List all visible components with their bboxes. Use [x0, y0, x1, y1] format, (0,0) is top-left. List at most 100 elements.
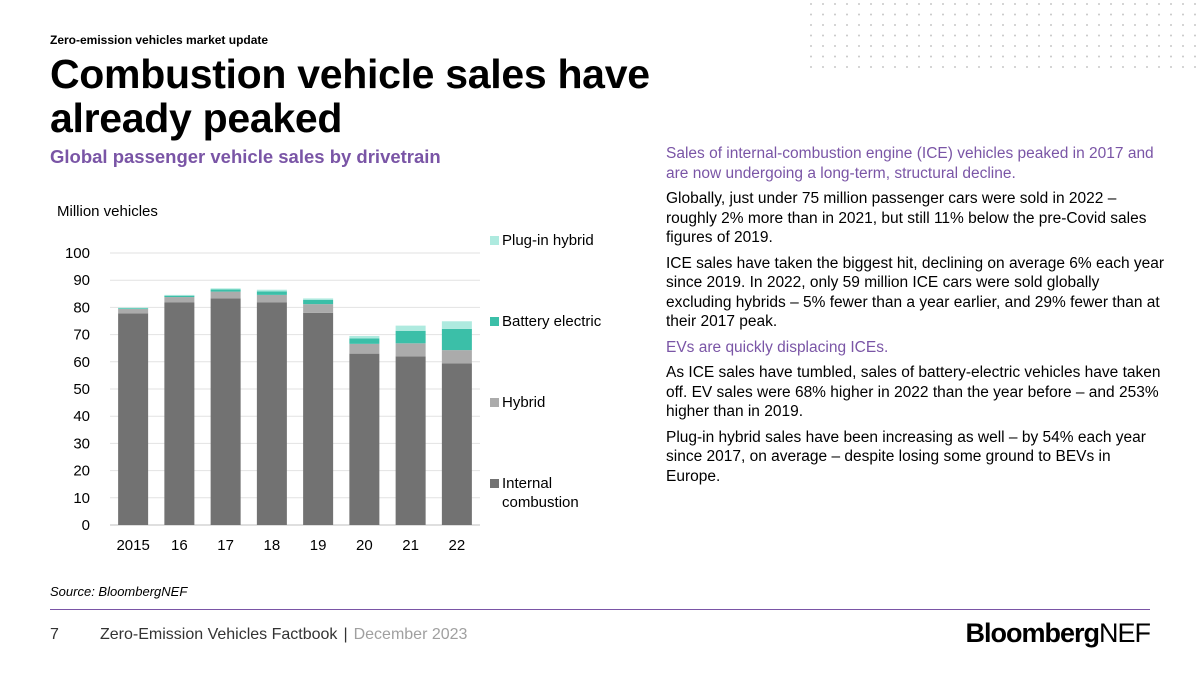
bar-battery-electric-21 — [395, 330, 426, 344]
dot — [1098, 24, 1100, 26]
dot — [822, 3, 824, 5]
dot — [978, 3, 980, 5]
dot — [990, 34, 992, 37]
dot — [1110, 24, 1112, 26]
dot — [1014, 55, 1016, 58]
legend-swatch-battery-electric — [490, 317, 499, 326]
x-tick-labels: 2015 16 17 18 19 20 21 22 — [116, 537, 465, 554]
page-title: Combustion vehicle sales have already pe… — [50, 51, 650, 141]
dot — [954, 3, 956, 5]
dot — [918, 3, 920, 5]
dot — [1014, 45, 1016, 47]
dot — [1146, 66, 1148, 68]
dot — [882, 66, 884, 68]
dot — [1026, 13, 1028, 16]
legend-label-battery-electric: Battery electric — [502, 313, 602, 330]
dot — [846, 66, 848, 68]
dot — [966, 24, 968, 26]
y-tick-label-20: 20 — [73, 463, 90, 480]
source-note: Source: BloombergNEF — [50, 584, 188, 599]
bar-battery-electric-2015 — [118, 308, 149, 310]
dot — [930, 55, 932, 58]
dot — [942, 3, 944, 5]
dot — [1038, 3, 1040, 5]
dot — [930, 3, 932, 5]
dot — [942, 24, 944, 26]
dot — [822, 45, 824, 47]
dot — [1110, 45, 1112, 47]
bar-hybrid-18 — [256, 294, 287, 303]
dot — [918, 45, 920, 47]
bar-internal-combustion-2015 — [118, 313, 149, 525]
dot — [810, 3, 812, 5]
bar-battery-electric-17 — [210, 289, 241, 292]
bar-plug-in-hybrid-19 — [303, 298, 334, 300]
dot — [1062, 45, 1064, 47]
dot — [906, 3, 908, 5]
dot — [1146, 13, 1148, 16]
dot — [1158, 55, 1160, 58]
y-tick-label-50: 50 — [73, 381, 90, 398]
dot — [1026, 34, 1028, 37]
dot — [906, 55, 908, 58]
dot — [822, 24, 824, 26]
dot — [1038, 24, 1040, 26]
dot — [834, 66, 836, 68]
dot — [1146, 45, 1148, 47]
dot — [822, 34, 824, 37]
dot — [1194, 24, 1196, 26]
brand-logo: BloombergNEF — [965, 618, 1151, 649]
dot — [846, 55, 848, 58]
dot — [894, 34, 896, 37]
y-tick-label-90: 90 — [73, 272, 90, 289]
legend-swatch-plug-in-hybrid — [490, 236, 499, 245]
dot — [942, 66, 944, 68]
bar-plug-in-hybrid-20 — [349, 335, 380, 339]
dot — [858, 13, 860, 16]
dot — [930, 45, 932, 47]
dot — [1038, 45, 1040, 47]
dot — [1170, 66, 1172, 68]
dot — [1182, 3, 1184, 5]
dot — [1086, 66, 1088, 68]
dot — [1098, 55, 1100, 58]
dot — [1146, 3, 1148, 5]
dot — [1122, 24, 1124, 26]
y-tick-label-70: 70 — [73, 327, 90, 344]
dot — [1002, 55, 1004, 58]
dot — [894, 45, 896, 47]
dot — [882, 24, 884, 26]
dot — [1074, 45, 1076, 47]
dot — [846, 45, 848, 47]
dot — [906, 34, 908, 37]
dot — [810, 66, 812, 68]
dot — [1062, 3, 1064, 5]
dot — [1170, 13, 1172, 16]
dot — [1170, 34, 1172, 37]
dot — [858, 24, 860, 26]
dot — [1086, 34, 1088, 37]
publication-name: Zero-Emission Vehicles Factbook — [100, 626, 338, 643]
dot — [1170, 24, 1172, 26]
dot — [1146, 34, 1148, 37]
dot — [1014, 34, 1016, 37]
bar-battery-electric-22 — [441, 328, 472, 351]
footer-divider — [50, 609, 1150, 610]
bar-plug-in-hybrid-17 — [210, 288, 241, 290]
dot — [1074, 24, 1076, 26]
dot — [990, 3, 992, 5]
x-tick-label-18: 18 — [264, 537, 281, 554]
dot — [1062, 34, 1064, 37]
dot — [834, 34, 836, 37]
dot — [870, 13, 872, 16]
dot — [1002, 24, 1004, 26]
bar-plug-in-hybrid-18 — [256, 289, 287, 292]
dot — [870, 45, 872, 47]
dot — [1050, 13, 1052, 16]
dot — [1122, 45, 1124, 47]
dot — [954, 13, 956, 16]
dot — [1074, 34, 1076, 37]
dot — [954, 45, 956, 47]
bar-plug-in-hybrid-21 — [395, 325, 426, 331]
dot — [1146, 55, 1148, 58]
